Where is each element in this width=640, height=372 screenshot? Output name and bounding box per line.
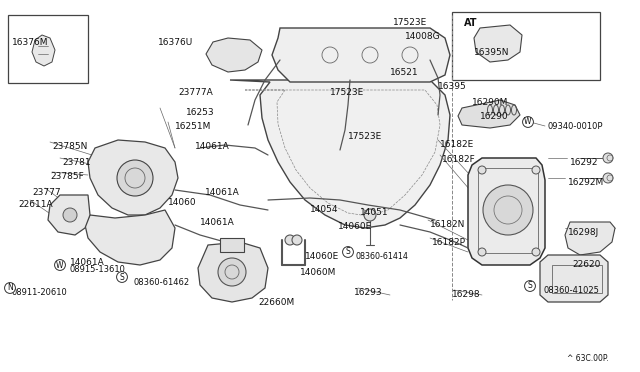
Bar	[452, 12, 600, 80]
Circle shape	[532, 248, 540, 256]
Bar	[478, 168, 538, 253]
Text: 17523E: 17523E	[393, 18, 428, 27]
Polygon shape	[198, 242, 268, 302]
Text: 14060E: 14060E	[338, 222, 372, 231]
Text: S: S	[527, 282, 532, 291]
Polygon shape	[48, 195, 90, 235]
Text: 17523E: 17523E	[348, 132, 382, 141]
Circle shape	[117, 160, 153, 196]
Text: 23777: 23777	[32, 188, 61, 197]
Text: ^ 63C.00P.: ^ 63C.00P.	[567, 354, 609, 363]
Bar	[220, 238, 244, 252]
Text: 14008G: 14008G	[405, 32, 440, 41]
Text: 16182N: 16182N	[430, 220, 465, 229]
Text: 22660M: 22660M	[258, 298, 294, 307]
Text: 14060M: 14060M	[300, 268, 337, 277]
Polygon shape	[474, 25, 522, 62]
Text: 14061A: 14061A	[205, 188, 240, 197]
Text: 08360-61414: 08360-61414	[355, 252, 408, 261]
Text: 14061A: 14061A	[70, 258, 105, 267]
Text: 23781: 23781	[62, 158, 91, 167]
Text: 16395N: 16395N	[474, 48, 509, 57]
Text: 14060E: 14060E	[305, 252, 339, 261]
Bar	[8, 15, 88, 83]
Circle shape	[218, 258, 246, 286]
Text: 23785F: 23785F	[50, 172, 84, 181]
Text: W: W	[524, 118, 532, 126]
Text: 16182F: 16182F	[442, 155, 476, 164]
Text: 16376U: 16376U	[158, 38, 193, 47]
Text: 16253: 16253	[186, 108, 214, 117]
Text: 08360-61462: 08360-61462	[133, 278, 189, 287]
Text: 16182P: 16182P	[432, 238, 466, 247]
Polygon shape	[565, 222, 615, 255]
Text: 16395: 16395	[438, 82, 467, 91]
Polygon shape	[230, 80, 450, 228]
Circle shape	[285, 235, 295, 245]
Text: 16298J: 16298J	[568, 228, 599, 237]
Text: 17523E: 17523E	[330, 88, 364, 97]
Text: 22620: 22620	[572, 260, 600, 269]
Text: 14061A: 14061A	[200, 218, 235, 227]
Circle shape	[603, 153, 613, 163]
Text: 16376M: 16376M	[12, 38, 49, 47]
Text: 09340-0010P: 09340-0010P	[548, 122, 604, 131]
Text: 23785N: 23785N	[52, 142, 88, 151]
Text: 16292: 16292	[570, 158, 598, 167]
Circle shape	[63, 208, 77, 222]
Text: 22611A: 22611A	[18, 200, 52, 209]
Text: 08911-20610: 08911-20610	[12, 288, 68, 297]
Text: 23777A: 23777A	[178, 88, 212, 97]
Polygon shape	[468, 158, 545, 265]
Polygon shape	[32, 35, 55, 66]
Polygon shape	[206, 38, 262, 72]
Circle shape	[532, 166, 540, 174]
Text: 16298: 16298	[452, 290, 481, 299]
Text: S: S	[346, 247, 350, 257]
Polygon shape	[458, 100, 520, 128]
Circle shape	[478, 166, 486, 174]
Text: W: W	[56, 260, 64, 269]
Circle shape	[483, 185, 533, 235]
Text: 14061A: 14061A	[195, 142, 230, 151]
Text: 16290: 16290	[480, 112, 509, 121]
Text: 14051: 14051	[360, 208, 388, 217]
Text: 16292M: 16292M	[568, 178, 604, 187]
Polygon shape	[540, 255, 608, 302]
Polygon shape	[272, 28, 450, 82]
Polygon shape	[85, 210, 175, 265]
Text: AT: AT	[464, 18, 477, 28]
Text: S: S	[120, 273, 124, 282]
Circle shape	[478, 248, 486, 256]
Text: N: N	[7, 283, 13, 292]
Circle shape	[603, 173, 613, 183]
Text: 16293: 16293	[354, 288, 383, 297]
Text: 16182E: 16182E	[440, 140, 474, 149]
Text: 08360-41025: 08360-41025	[543, 286, 599, 295]
Polygon shape	[88, 140, 178, 215]
Text: 14060: 14060	[168, 198, 196, 207]
Text: 14054: 14054	[310, 205, 339, 214]
Text: 08915-13610: 08915-13610	[70, 265, 126, 274]
Bar	[552, 265, 602, 293]
Circle shape	[292, 235, 302, 245]
Text: 16251M: 16251M	[175, 122, 211, 131]
Circle shape	[364, 209, 376, 221]
Text: 16521: 16521	[390, 68, 419, 77]
Text: 16290M: 16290M	[472, 98, 508, 107]
